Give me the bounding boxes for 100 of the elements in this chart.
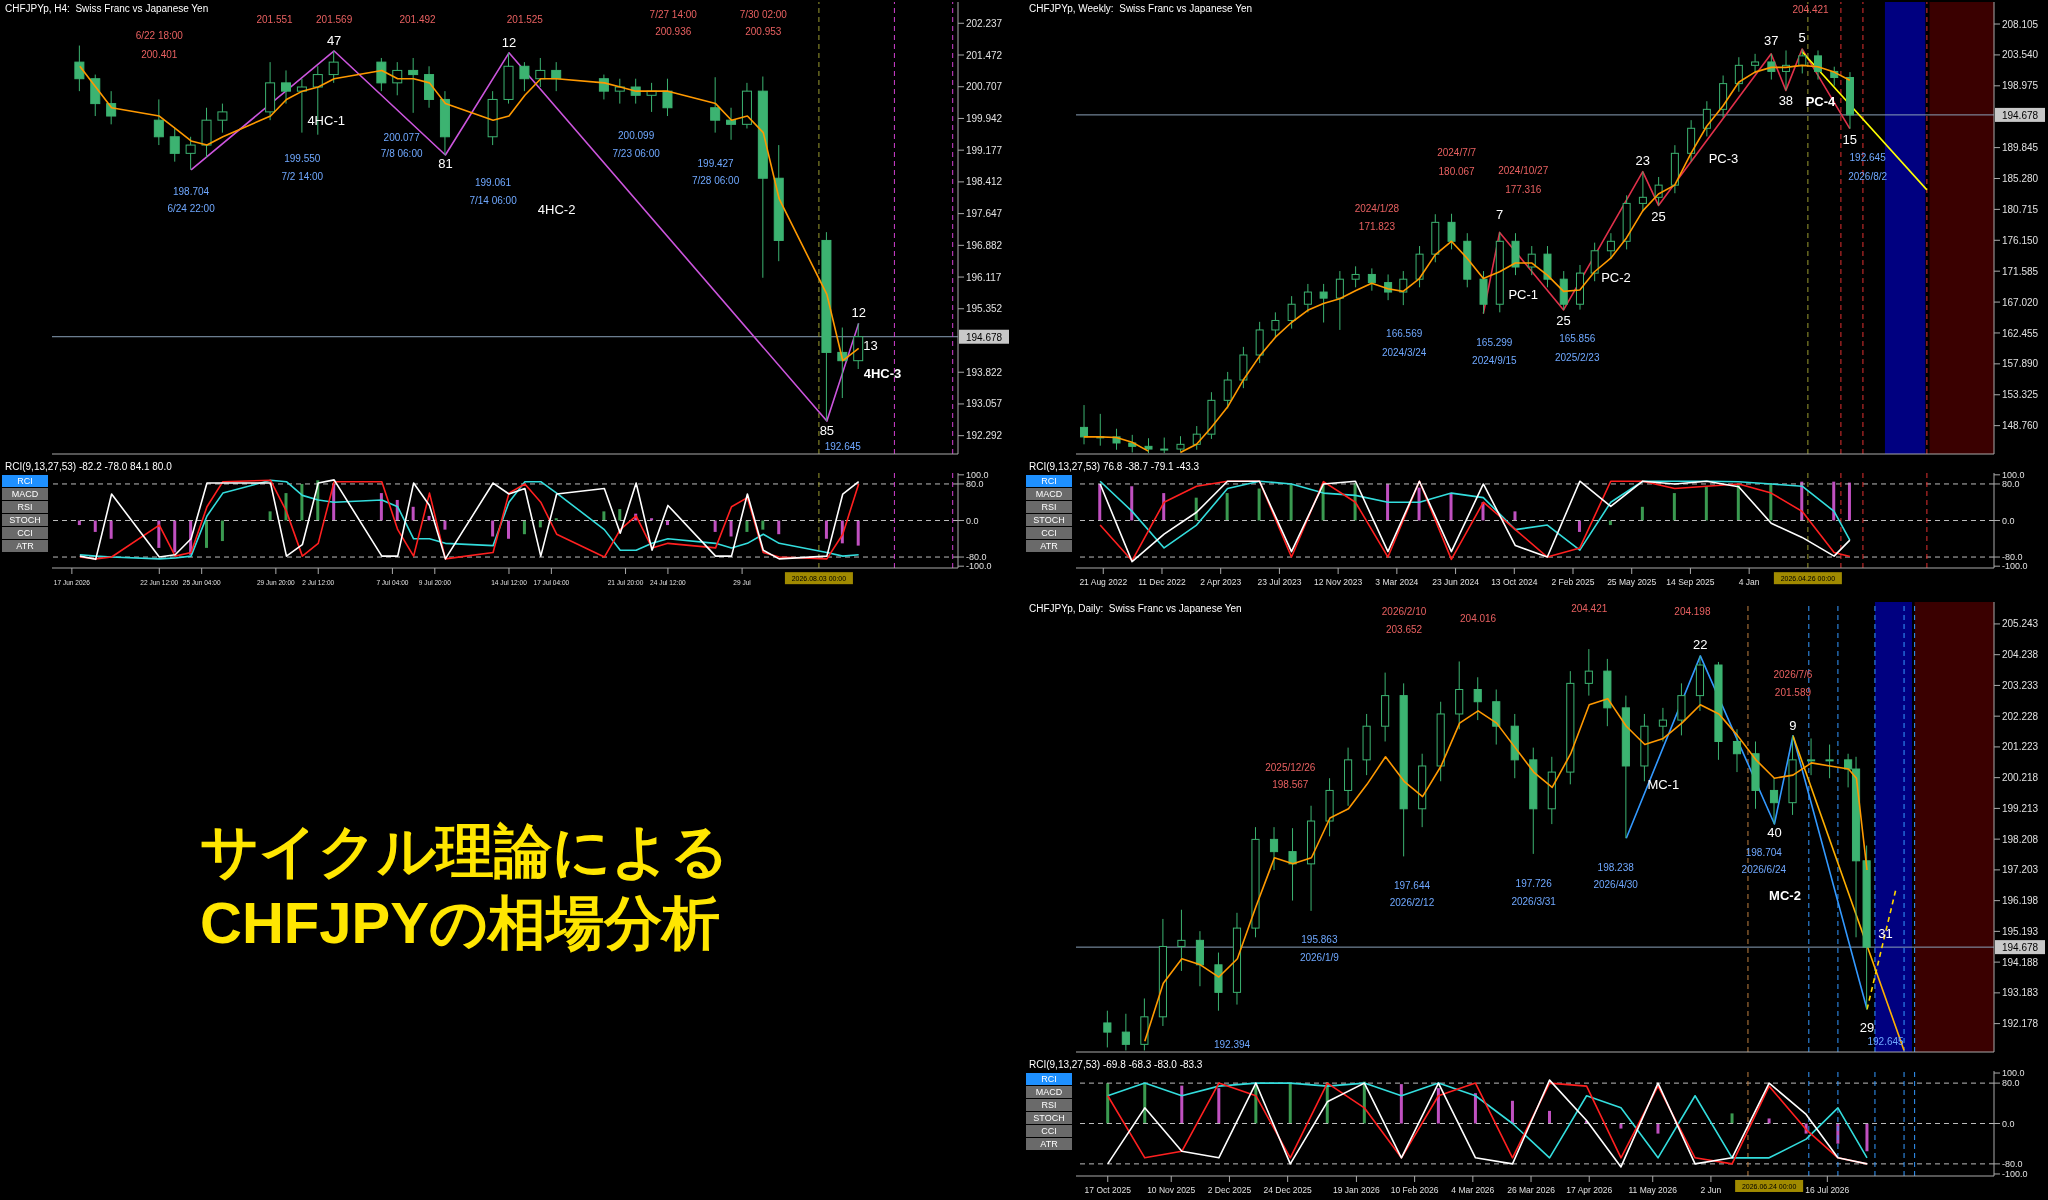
- annotation: 7: [1495, 206, 1504, 222]
- annotation: 9: [1789, 718, 1797, 734]
- annotation: PC-1: [1508, 287, 1539, 303]
- y-tick-label: 203.233: [2002, 679, 2039, 691]
- chart-title: CHFJPYp, Weekly: Swiss Franc vs Japanese Yen: [1029, 3, 1253, 14]
- annotation: 7/30 02:00: [739, 9, 788, 21]
- annotation: MC-2: [1769, 887, 1801, 903]
- y-tick-label: 196.117: [966, 271, 1002, 283]
- annotation: 7/2 14:00: [281, 170, 324, 182]
- annotation: 4HC-2: [537, 202, 576, 218]
- y-tick-label: 198.975: [2002, 80, 2039, 92]
- annotation: 204.421: [1792, 4, 1830, 16]
- annotation: 204.198: [1674, 606, 1711, 618]
- annotation: 2025/2/23: [1554, 352, 1600, 364]
- annotation: 37: [1763, 32, 1779, 48]
- annotation: 204.421: [1571, 603, 1608, 615]
- annotation: 200.953: [745, 26, 782, 38]
- chart-title: RCI(9,13,27,53) 76.8 -38.7 -79.1 -43.3: [1029, 461, 1200, 472]
- annotation: 200.936: [655, 26, 692, 38]
- annotation: 7/8 06:00: [380, 148, 423, 160]
- indicator-button: RSI: [2, 501, 48, 513]
- annotation: 199.550: [284, 152, 321, 164]
- indicator-button: MACD: [1026, 1086, 1072, 1098]
- annotation: 2025/12/26: [1265, 761, 1316, 773]
- y-tick-label: 198.412: [966, 176, 1003, 188]
- y-tick-label: 197.203: [2002, 864, 2039, 876]
- y-tick-label: 192.178: [2002, 1018, 2039, 1030]
- annotation: 2026/2/10: [1381, 606, 1427, 618]
- ref-line-label: 194.678: [2001, 942, 2039, 954]
- x-tick-label: 24 Dec 2025: [1263, 1185, 1313, 1195]
- annotation: 4HC-3: [863, 365, 902, 381]
- y-tick-label: 0.0: [2002, 1118, 2015, 1129]
- annotation: 180.067: [1438, 165, 1476, 177]
- x-tick-label: 3 Mar 2024: [1375, 577, 1419, 587]
- y-tick-label: 205.243: [2002, 618, 2039, 630]
- indicator-button: RSI: [1026, 501, 1072, 513]
- y-tick-label: -80.0: [2002, 552, 2023, 563]
- y-tick-label: 100.0: [2002, 470, 2025, 481]
- x-tick-label: 2 Dec 2025: [1207, 1185, 1252, 1195]
- annotation: 2026/2/12: [1389, 897, 1435, 909]
- annotation: 201.525: [506, 13, 544, 25]
- annotation: 171.823: [1358, 220, 1396, 232]
- y-tick-label: 195.352: [966, 303, 1003, 315]
- annotation: 15: [1842, 131, 1858, 147]
- indicator-button: ATR: [2, 540, 48, 552]
- x-tick-label: 23 Jun 2024: [1432, 577, 1480, 587]
- annotation: 13: [863, 338, 878, 354]
- y-tick-label: 180.715: [2002, 203, 2039, 215]
- y-tick-label: 80.0: [966, 479, 984, 490]
- chart-title: CHFJPYp, Daily: Swiss Franc vs Japanese Yen: [1029, 603, 1242, 614]
- annotation: MC-1: [1647, 777, 1680, 793]
- chart-title: RCI(9,13,27,53) -69.8 -68.3 -83.0 -83.3: [1029, 1059, 1203, 1070]
- chart-title: RCI(9,13,27,53) -82.2 -78.0 84.1 80.0: [5, 461, 172, 472]
- annotation: 5: [1798, 29, 1806, 45]
- x-tick-label: 4 Mar 2026: [1451, 1185, 1495, 1195]
- annotation: 200.099: [618, 130, 655, 142]
- annotation: 29: [1859, 1019, 1875, 1035]
- y-tick-label: -100.0: [966, 561, 992, 572]
- annotation: 201.551: [256, 13, 294, 25]
- annotation: 200.401: [141, 48, 178, 60]
- indicator-button: MACD: [2, 488, 48, 500]
- ref-line-label: 194.678: [2001, 109, 2039, 121]
- annotation: 2026/4/30: [1593, 879, 1639, 891]
- indicator-button: RCI: [1026, 475, 1072, 487]
- x-tick-label: 25 May 2025: [1607, 577, 1657, 587]
- annotation: 22: [1693, 637, 1708, 653]
- y-tick-label: 80.0: [2002, 479, 2020, 490]
- y-tick-label: 193.183: [2002, 987, 2039, 999]
- indicator-button: ATR: [1026, 540, 1072, 552]
- annotation: 25: [1556, 313, 1571, 329]
- y-tick-label: 199.177: [966, 144, 1003, 156]
- annotation: 81: [438, 155, 453, 171]
- annotation: 197.726: [1515, 877, 1553, 889]
- annotation: 40: [1767, 825, 1782, 841]
- annotation: 201.492: [399, 13, 437, 25]
- y-tick-label: 80.0: [2002, 1078, 2020, 1089]
- x-tick-label: 19 Jan 2026: [1333, 1185, 1381, 1195]
- x-tick-label: 26 Mar 2026: [1507, 1185, 1556, 1195]
- indicator-button: CCI: [1026, 1125, 1072, 1137]
- x-tick-label: 13 Oct 2024: [1491, 577, 1538, 587]
- y-tick-label: 196.882: [966, 239, 1003, 251]
- indicator-button: RCI: [2, 475, 48, 487]
- annotation: 2024/7/7: [1437, 146, 1477, 158]
- y-tick-label: 194.188: [2002, 956, 2039, 968]
- indicator-button: RCI: [1026, 1073, 1072, 1085]
- y-tick-label: -80.0: [966, 552, 987, 563]
- y-tick-label: 157.890: [2002, 358, 2039, 370]
- x-tick-label: 11 May 2026: [1628, 1185, 1678, 1195]
- annotation: 7/27 14:00: [649, 9, 698, 21]
- y-tick-label: 100.0: [966, 470, 989, 481]
- x-tick-label: 11 Dec 2022: [1138, 577, 1187, 587]
- y-tick-label: 176.150: [2002, 234, 2039, 246]
- indicator-button: STOCH: [2, 514, 48, 526]
- y-tick-label: 196.198: [2002, 895, 2039, 907]
- x-tick-label: 17 Apr 2026: [1566, 1185, 1613, 1195]
- annotation: 192.394: [1214, 1039, 1251, 1051]
- x-tick-label: 23 Jul 2023: [1257, 577, 1302, 587]
- annotation: 198.567: [1272, 779, 1309, 791]
- annotation: 38: [1778, 92, 1794, 108]
- annotation: 6/24 22:00: [167, 203, 216, 215]
